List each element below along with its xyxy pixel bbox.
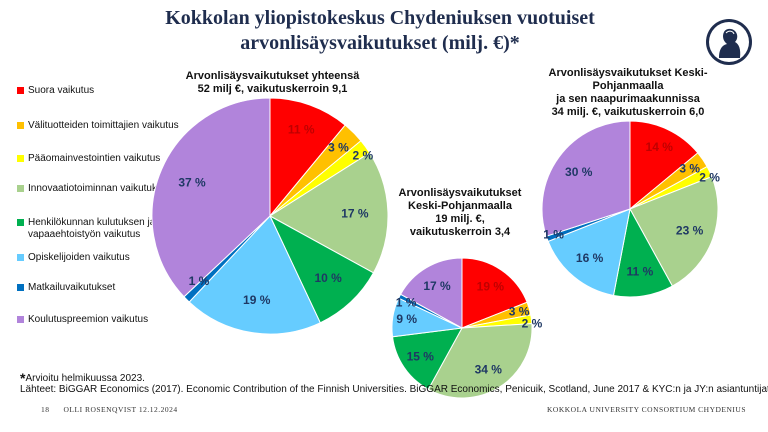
pie-slice [188, 215, 321, 335]
legend-swatch [17, 122, 24, 129]
pie-data-label: 14 % [646, 140, 674, 154]
pie-data-label: 9 % [396, 312, 417, 326]
legend-swatch [17, 87, 24, 94]
chart3-title-line2: Pohjanmaalla [592, 80, 664, 92]
pie-slice [629, 120, 699, 211]
chart2-title-line1: Arvonlisäysvaikutukset [398, 187, 522, 199]
pie-data-label: 16 % [576, 251, 604, 265]
footnote-text: Arvioitu helmikuussa 2023. [25, 373, 145, 384]
pie-data-label: 2 % [352, 148, 373, 162]
pie-slice [269, 97, 346, 218]
legend-swatch [17, 316, 24, 323]
legend-swatch [17, 155, 24, 162]
page-number: 18 [41, 405, 50, 414]
legend-swatch [17, 219, 24, 226]
pie-data-label: 11 % [627, 265, 654, 279]
pie-data-label: 17 % [423, 279, 451, 293]
chart2-title-line2: Keski-Pohjanmaalla [408, 200, 512, 212]
chart3-title: Arvonlisäysvaikutukset Keski- Pohjanmaal… [538, 67, 718, 119]
legend-label: Pääomainvestointien vaikutus [28, 153, 161, 164]
chart3-title-line1: Arvonlisäysvaikutukset Keski- [548, 67, 708, 79]
chart2-title-line3: 19 milj. €, [435, 213, 485, 225]
pie-data-label: 3 % [509, 304, 530, 318]
footer-author: OLLI ROSENQVIST 12.12.2024 [63, 405, 178, 414]
legend-label: Välituotteiden toimittajien vaikutus [28, 120, 179, 131]
chart2-title-line4: vaikutuskerroin 3,4 [409, 226, 511, 238]
pie-slice [151, 97, 271, 298]
legend-label: Koulutuspreemion vaikutus [28, 314, 149, 325]
pie-data-label: 3 % [328, 141, 349, 155]
chart3-pie: 14 % 3 %2 % 23 % 11 % 16 % 1 % 30 % [541, 120, 720, 298]
pie-data-label: 1 % [543, 227, 564, 241]
pie-slice [461, 257, 528, 329]
pie-data-label: 23 % [676, 223, 704, 237]
pie-data-label: 2 % [699, 170, 720, 184]
chydenius-portrait-icon [705, 18, 753, 66]
legend-swatch [17, 284, 24, 291]
legend-label: Innovaatiotoiminnan vaikutukset [28, 183, 171, 194]
slide-title-line1: Kokkolan yliopistokeskus Chydeniuksen vu… [165, 7, 595, 29]
legend-label: Matkailuvaikutukset [28, 282, 116, 293]
pie-data-label: 10 % [314, 271, 342, 285]
footer-left: 18 OLLI ROSENQVIST 12.12.2024 [41, 405, 178, 414]
pie-slice [629, 175, 719, 287]
chart3-title-line3: ja sen naapurimaakunnissa [556, 93, 700, 105]
pie-data-label: 30 % [565, 165, 593, 179]
legend-swatch [17, 185, 24, 192]
pie-data-label: 3 % [679, 161, 700, 175]
pie-data-label: 11 % [288, 122, 315, 136]
footnote: *Arvioitu helmikuussa 2023. [20, 370, 145, 386]
legend-label: Opiskelijoiden vaikutus [28, 252, 130, 263]
legend-label: Suora vaikutus [28, 85, 95, 96]
pie-slice [547, 208, 631, 297]
legend-label: Henkilökunnan kulutuksen ja vapaaehtoist… [28, 217, 156, 240]
chart2-title: Arvonlisäysvaikutukset Keski-Pohjanmaall… [390, 187, 530, 239]
pie-data-label: 1 % [189, 274, 210, 288]
chart2-pie: 19 % 3 %2 % 34 % 15 % 9 % 1 % 17 % [391, 257, 543, 399]
pie-data-label: 1 % [396, 296, 417, 310]
pie-data-label: 37 % [178, 175, 206, 189]
pie-slice [541, 120, 631, 237]
chart1-title-line2: 52 milj €, vaikutuskerroin 9,1 [197, 83, 348, 95]
pie-data-label: 17 % [341, 206, 369, 220]
slide-title-line2: arvonlisäysvaikutukset (milj. €)* [240, 32, 520, 54]
slide-title: Kokkolan yliopistokeskus Chydeniuksen vu… [110, 6, 650, 56]
pie-slice [269, 152, 389, 274]
pie-data-label: 15 % [407, 349, 435, 363]
legend-swatch [17, 254, 24, 261]
pie-slice [268, 214, 375, 324]
chart3-title-line4: 34 milj. €, vaikutuskerroin 6,0 [551, 106, 705, 118]
chart1-title: Arvonlisäysvaikutukset yhteensä 52 milj … [170, 70, 375, 96]
sources-text: Lähteet: BiGGAR Economics (2017). Econom… [20, 384, 768, 395]
pie-data-label: 2 % [522, 317, 543, 331]
pie-data-label: 19 % [243, 293, 271, 307]
pie-data-label: 19 % [477, 279, 505, 293]
pie-slice [399, 257, 463, 329]
chart1-title-line1: Arvonlisäysvaikutukset yhteensä [185, 70, 360, 82]
chart1-pie: 11 % 3 %2 % 17 % 10 % 19 % 1 % 37 % [151, 97, 389, 335]
pie-data-label: 34 % [475, 362, 503, 376]
footnote-star: * [20, 370, 26, 386]
pie-slice [391, 327, 463, 391]
footer-org: KOKKOLA UNIVERSITY CONSORTIUM CHYDENIUS [547, 405, 746, 414]
